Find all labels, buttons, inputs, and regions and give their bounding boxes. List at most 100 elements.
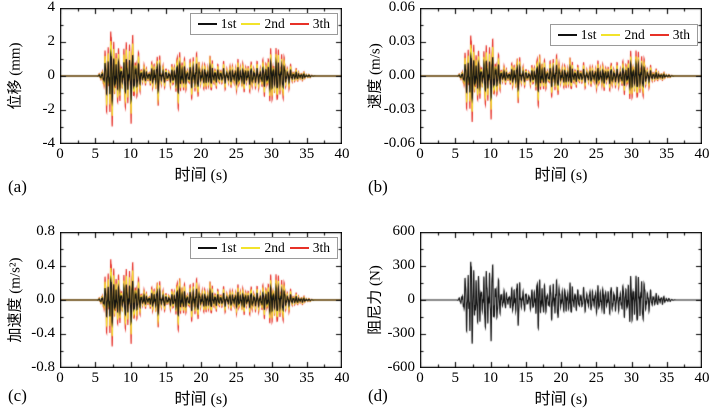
x-axis-label-a: 时间 (s) xyxy=(174,167,228,184)
legend-item-2nd: 2nd xyxy=(601,27,645,43)
y-tick-label: 0.0 xyxy=(36,291,55,307)
x-axis-label-b: 时间 (s) xyxy=(534,167,588,184)
y-tick-label: -0.8 xyxy=(31,359,55,375)
x-axis-label-d: 时间 (s) xyxy=(534,391,588,408)
legend-line-sample xyxy=(601,34,621,36)
waveform-canvas-d xyxy=(420,232,702,368)
x-tick-label: 30 xyxy=(264,370,279,386)
y-tick-label: 300 xyxy=(392,257,416,273)
legend-line-sample xyxy=(557,34,577,36)
y-tick-label: 2 xyxy=(47,33,56,49)
x-axis-ticks-b: 0 5 10 15 20 25 30 35 40 xyxy=(416,144,709,162)
y-tick-label: 0.8 xyxy=(36,223,55,239)
legend-b: 1st 2nd 3th xyxy=(549,24,698,46)
legend-label: 1st xyxy=(220,240,237,255)
y-tick-label: 600 xyxy=(392,223,416,239)
plot-area-a: 4 2 0 -2 -4 0 5 10 15 20 25 30 35 40 1st 2nd 3th 位移 (m… xyxy=(8,0,350,184)
x-tick-label: 15 xyxy=(518,370,534,386)
x-tick-label: 25 xyxy=(228,370,244,386)
x-tick-label: 10 xyxy=(483,146,498,162)
x-tick-label: 40 xyxy=(334,146,350,162)
x-tick-label: 5 xyxy=(451,370,460,386)
legend-item-1st: 1st xyxy=(557,27,597,43)
x-tick-label: 25 xyxy=(228,146,244,162)
legend-label: 3th xyxy=(312,240,330,255)
y-tick-label: -300 xyxy=(387,325,416,341)
legend-line-sample xyxy=(197,247,217,249)
x-axis-label-c: 时间 (s) xyxy=(174,391,228,408)
x-tick-label: 5 xyxy=(91,370,100,386)
x-tick-label: 20 xyxy=(193,370,209,386)
legend-label: 3th xyxy=(312,16,330,31)
x-tick-label: 20 xyxy=(553,146,569,162)
legend-item-1st: 1st xyxy=(197,16,237,32)
y-tick-label: -0.4 xyxy=(31,325,55,341)
x-tick-label: 30 xyxy=(624,146,639,162)
y-tick-label: -0.06 xyxy=(383,135,415,151)
y-tick-label: -0.03 xyxy=(383,101,415,117)
x-axis-ticks-a: 0 5 10 15 20 25 30 35 40 xyxy=(56,144,349,162)
legend-item-3th: 3th xyxy=(289,240,330,256)
y-tick-label: -2 xyxy=(42,101,56,117)
x-tick-label: 35 xyxy=(659,370,675,386)
y-axis-label-c: 加速度 (m/s²) xyxy=(7,257,24,343)
x-tick-label: 35 xyxy=(299,370,315,386)
legend-line-sample xyxy=(241,247,261,249)
legend-a: 1st 2nd 3th xyxy=(189,13,338,35)
panel-d-damping-force: 600 300 0 -300 -600 0 5 10 15 20 25 30 35 40 阻尼力 (N)… xyxy=(360,208,720,417)
y-axis-label-a: 位移 (mm) xyxy=(7,42,24,110)
legend-label: 1st xyxy=(220,16,237,31)
legend-line-sample xyxy=(197,23,217,25)
x-tick-label: 15 xyxy=(518,146,534,162)
y-tick-label: 0.00 xyxy=(388,67,415,83)
x-tick-label: 0 xyxy=(416,146,424,162)
y-tick-label: 0 xyxy=(407,291,416,307)
legend-item-1st: 1st xyxy=(197,240,237,256)
legend-label: 2nd xyxy=(264,16,285,31)
legend-line-sample xyxy=(649,34,669,36)
y-tick-label: 4 xyxy=(47,0,56,15)
legend-item-2nd: 2nd xyxy=(241,240,285,256)
x-tick-label: 40 xyxy=(694,370,710,386)
y-axis-label-d: 阻尼力 (N) xyxy=(367,265,384,335)
y-tick-label: 0.4 xyxy=(36,257,55,273)
x-tick-label: 20 xyxy=(553,370,569,386)
x-tick-label: 15 xyxy=(158,146,174,162)
plot-area-b: 0.06 0.03 0.00 -0.03 -0.06 0 5 10 15 20 25 30 35 40 … xyxy=(368,0,710,184)
x-tick-label: 25 xyxy=(588,370,604,386)
x-tick-label: 5 xyxy=(91,146,100,162)
y-tick-label: 0.03 xyxy=(388,33,415,49)
legend-line-sample xyxy=(289,23,309,25)
legend-item-3th: 3th xyxy=(649,27,690,43)
panel-a-displacement: 4 2 0 -2 -4 0 5 10 15 20 25 30 35 40 1st 2nd 3th 位移 (m… xyxy=(0,0,360,208)
panel-letter-c: (c) xyxy=(8,386,27,405)
panel-b-velocity: 0.06 0.03 0.00 -0.03 -0.06 0 5 10 15 20 25 30 35 40 … xyxy=(360,0,720,208)
y-axis-label-b: 速度 (m/s) xyxy=(367,43,384,109)
legend-label: 1st xyxy=(580,27,597,42)
plot-area-c: 0.8 0.4 0.0 -0.4 -0.8 0 5 10 15 20 25 30 35 40 1st 2n… xyxy=(8,223,350,408)
x-tick-label: 0 xyxy=(56,370,64,386)
legend-label: 3th xyxy=(672,27,690,42)
legend-line-sample xyxy=(289,247,309,249)
x-tick-label: 10 xyxy=(123,146,138,162)
x-tick-label: 15 xyxy=(158,370,174,386)
x-tick-label: 30 xyxy=(624,370,639,386)
legend-c: 1st 2nd 3th xyxy=(189,237,338,259)
legend-line-sample xyxy=(241,23,261,25)
y-tick-label: 0 xyxy=(47,67,56,83)
legend-label: 2nd xyxy=(264,240,285,255)
legend-item-3th: 3th xyxy=(289,16,330,32)
x-axis-ticks-d: 0 5 10 15 20 25 30 35 40 xyxy=(416,368,709,386)
legend-label: 2nd xyxy=(624,27,645,42)
x-tick-label: 25 xyxy=(588,146,604,162)
x-tick-label: 10 xyxy=(483,370,498,386)
panel-letter-b: (b) xyxy=(368,177,388,196)
x-tick-label: 30 xyxy=(264,146,279,162)
plot-area-d: 600 300 0 -300 -600 0 5 10 15 20 25 30 35 40 阻尼力 (N)… xyxy=(368,223,710,408)
panel-c-acceleration: 0.8 0.4 0.0 -0.4 -0.8 0 5 10 15 20 25 30 35 40 1st 2n… xyxy=(0,208,360,417)
x-tick-label: 35 xyxy=(299,146,315,162)
y-tick-label: -4 xyxy=(42,135,56,151)
x-tick-label: 0 xyxy=(56,146,64,162)
legend-item-2nd: 2nd xyxy=(241,16,285,32)
